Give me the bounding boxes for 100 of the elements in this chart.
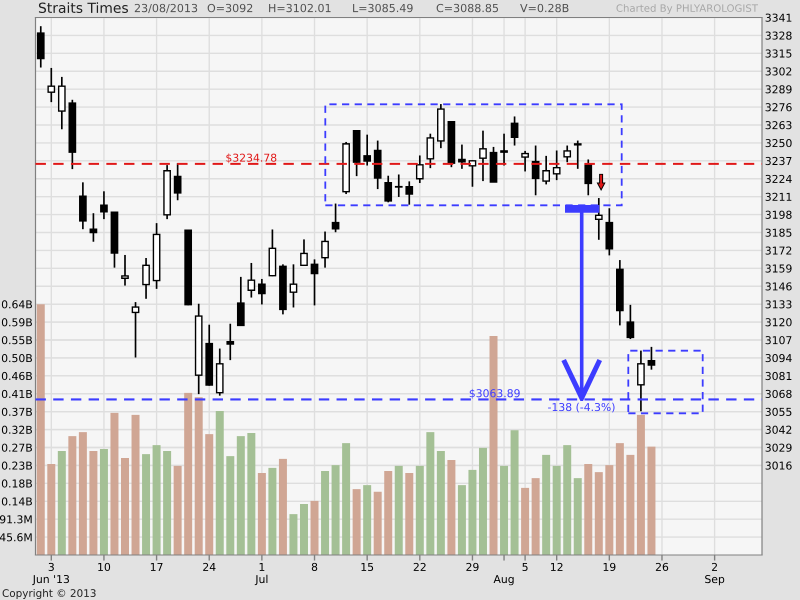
y2-tick-label: 3042 <box>766 426 792 434</box>
x-tick-label: Aug <box>494 575 514 586</box>
text: Copyright © 2013 <box>2 588 96 600</box>
bar <box>258 472 266 555</box>
candlestick <box>174 162 182 202</box>
candlestick <box>479 130 487 182</box>
candlestick <box>332 202 340 234</box>
bar <box>626 454 634 555</box>
bar <box>247 432 256 555</box>
candlestick <box>405 180 414 206</box>
y2-tick-label: 3302 <box>766 67 792 76</box>
candlestick <box>132 301 140 358</box>
x-tick-label: 3 Jun '13 <box>32 562 69 586</box>
bar <box>458 485 466 555</box>
bar <box>542 454 550 555</box>
x-tick-label: 12 <box>550 562 562 571</box>
candlestick <box>552 150 561 181</box>
bar <box>174 466 182 555</box>
y-tick-label: 0.32B <box>2 426 32 434</box>
bar <box>89 450 98 555</box>
bar <box>436 450 445 555</box>
candlestick <box>363 134 372 166</box>
y-tick-label: 0.27B <box>2 444 32 452</box>
candlestick <box>236 276 245 326</box>
candlestick <box>100 190 108 220</box>
ref-line-label: $3063.89 <box>470 388 520 399</box>
y2-tick-label: 3328 <box>766 31 792 40</box>
y-tick-label: 0.14B <box>2 497 32 506</box>
y2-tick-label: 3211 <box>766 192 792 201</box>
candlestick <box>47 67 56 103</box>
y2-tick-label: 3224 <box>766 174 792 184</box>
bar <box>500 466 508 555</box>
text: H=3102.01 <box>269 4 331 12</box>
bar <box>374 492 382 555</box>
candlestick <box>648 346 656 370</box>
y2-tick-label: 3185 <box>766 228 792 237</box>
bar <box>278 458 287 555</box>
bar <box>78 432 87 555</box>
ref-line-label: $3234.78 <box>226 153 276 164</box>
y2-tick-label: 3133 <box>766 300 792 308</box>
x-tick-label: 29 <box>466 562 479 572</box>
bar <box>268 468 276 555</box>
x-tick-label: 22 <box>414 562 426 571</box>
y2-tick-label: 3107 <box>766 336 792 344</box>
y2-tick-label: 3146 <box>766 282 792 291</box>
bar <box>394 466 403 555</box>
bar <box>584 464 592 555</box>
candlestick <box>521 150 529 172</box>
y-tick-label: 0.41B <box>2 390 32 398</box>
bar <box>142 454 150 555</box>
candlestick <box>458 144 466 170</box>
bar <box>521 488 530 555</box>
bar <box>447 460 456 555</box>
y-tick-label: 0.55B <box>2 336 32 344</box>
annotation: -138 (-4.3%) <box>548 402 615 412</box>
bar <box>68 436 76 555</box>
bar <box>100 449 108 555</box>
y2-tick-label: 3276 <box>766 103 792 112</box>
text: L=3085.49 <box>353 4 413 12</box>
candlestick <box>594 197 603 241</box>
bar <box>616 443 624 555</box>
candlestick <box>247 262 256 298</box>
bar <box>163 450 172 555</box>
text: V=0.28B <box>520 4 568 12</box>
candlestick <box>574 140 582 170</box>
chart-subtitle: 23/08/2013 <box>134 4 198 14</box>
y-tick-label: 0.46B <box>2 372 32 380</box>
y-tick-label: 45.6M <box>0 533 32 542</box>
y2-tick-label: 3159 <box>766 264 792 273</box>
y-tick-label: 0.37B <box>2 408 32 416</box>
candlestick <box>500 132 508 166</box>
y-tick-label: 0.23B <box>2 462 32 470</box>
bar <box>532 478 540 555</box>
bar <box>563 445 572 555</box>
bar <box>152 445 161 555</box>
candlestick <box>142 257 150 300</box>
bar <box>205 434 214 555</box>
bar <box>58 450 66 555</box>
bar <box>310 500 319 555</box>
y2-tick-label: 3029 <box>766 444 792 452</box>
y2-tick-label: 3081 <box>766 372 792 380</box>
candlestick <box>563 144 572 164</box>
chart-title: Straits Times <box>38 2 128 14</box>
candlestick <box>510 116 518 146</box>
x-tick-label: 15 <box>361 562 374 572</box>
y2-tick-label: 3250 <box>766 138 792 148</box>
bar <box>120 458 129 555</box>
bar <box>332 465 340 555</box>
candlestick <box>90 212 98 243</box>
y2-tick-label: 3016 <box>766 461 792 470</box>
bar <box>384 471 392 555</box>
y2-tick-label: 3055 <box>766 408 792 416</box>
bar <box>300 504 308 555</box>
y-tick-label: 91.3M <box>0 515 32 524</box>
candlestick <box>226 322 234 361</box>
x-tick-label: 5 <box>522 562 528 572</box>
bar <box>342 443 350 555</box>
y2-tick-label: 3120 <box>766 318 792 326</box>
y2-tick-label: 3341 <box>766 14 792 22</box>
y2-tick-label: 3094 <box>766 354 792 362</box>
